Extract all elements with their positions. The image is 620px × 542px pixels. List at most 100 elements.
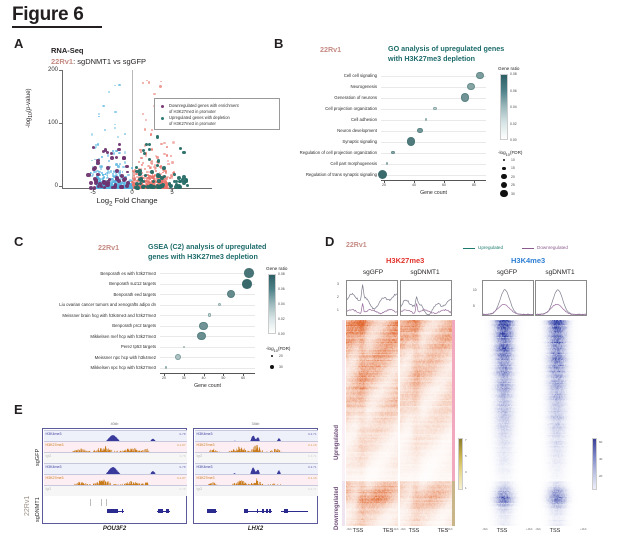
track-label: H3K27me3 xyxy=(45,442,64,447)
volcano-point xyxy=(96,143,100,146)
gene-intron xyxy=(207,511,218,512)
track-scale: 0-78 xyxy=(179,453,186,458)
volcano-point xyxy=(109,186,112,189)
heatmap-colorbar-left xyxy=(458,438,463,490)
browser-track: IgG 0-3.71 xyxy=(195,485,318,496)
volcano-point xyxy=(105,174,108,177)
bubble-row-gridline xyxy=(381,119,486,121)
volcano-point xyxy=(109,155,114,160)
track-scale: 0-1.87 xyxy=(176,475,186,480)
bubble-x-axis xyxy=(160,373,255,374)
volcano-point xyxy=(106,166,111,171)
browser-panel-lhx2[interactable]: H3K4me3 0-3.71 H3K27me3 0-1.16 IgG 0-3.71 H3K4… xyxy=(193,428,318,524)
panel-e-coord-left: 40kb xyxy=(110,422,119,426)
volcano-point xyxy=(146,178,149,181)
volcano-point xyxy=(123,186,126,189)
bubble-xtick-mark xyxy=(223,373,225,376)
volcano-point xyxy=(118,183,121,185)
volcano-point xyxy=(93,180,98,185)
volcano-point xyxy=(91,173,94,176)
volcano-point xyxy=(99,184,103,188)
volcano-point xyxy=(101,164,104,167)
volcano-point xyxy=(138,172,141,176)
volcano-point xyxy=(102,180,107,185)
row-group-strip-down xyxy=(342,480,345,526)
fdr-legend-label: 20 xyxy=(511,174,515,179)
volcano-point xyxy=(143,128,146,131)
signal-heatmap xyxy=(535,320,587,526)
ytick-mark-100 xyxy=(59,123,62,124)
volcano-point xyxy=(156,163,160,167)
bubble-category-label: Cell cell signaling xyxy=(343,72,377,78)
volcano-point xyxy=(135,185,140,190)
volcano-point xyxy=(140,184,143,187)
volcano-point xyxy=(172,141,175,144)
panel-e-group-sggfp: sgGFP xyxy=(35,448,41,466)
panel-d-legend-down: Downregulated xyxy=(537,245,568,250)
fdr-legend-label: 25 xyxy=(511,183,515,188)
gene-ratio-tick: 0.02 xyxy=(278,317,285,321)
volcano-point xyxy=(145,179,147,182)
volcano-point xyxy=(106,151,110,155)
volcano-point xyxy=(96,158,100,162)
profile-ytick-left: 3 xyxy=(337,282,339,286)
volcano-point xyxy=(147,81,150,84)
signal-heatmap xyxy=(400,320,452,526)
volcano-point xyxy=(146,185,151,190)
panel-c-cell-line: 22Rv1 xyxy=(98,243,120,252)
volcano-point xyxy=(178,185,183,190)
track-scale: 0-78 xyxy=(179,431,186,436)
volcano-point xyxy=(98,173,101,176)
volcano-point xyxy=(98,179,102,182)
volcano-point xyxy=(180,178,185,182)
bubble-xtick-label: 60 xyxy=(442,183,446,187)
volcano-point xyxy=(136,176,138,178)
volcano-point xyxy=(142,149,146,153)
volcano-point xyxy=(184,179,189,183)
volcano-point xyxy=(118,152,121,155)
volcano-point xyxy=(161,185,165,189)
track-scale: 0-78 xyxy=(179,486,186,491)
bubble-row-gridline xyxy=(160,336,255,337)
volcano-point xyxy=(166,175,169,179)
volcano-point xyxy=(141,81,144,85)
volcano-point xyxy=(150,161,153,164)
colorbar-tick-right: 60 xyxy=(599,440,603,444)
volcano-point xyxy=(101,177,104,181)
panel-letter-a: A xyxy=(14,36,24,51)
panel-d-mark-h3k27me3: H3K27me3 xyxy=(386,256,425,265)
volcano-point xyxy=(169,154,172,157)
legend-down-line1: Downregulated genes with enrichment xyxy=(169,103,239,108)
panel-d-sample-4: sgDNMT1 xyxy=(545,269,575,276)
volcano-point xyxy=(160,179,163,182)
bubble-category-label: Regulation of trans synaptic signaling xyxy=(305,171,377,177)
panel-e-group-sgdnmt1: sgDNMT1 xyxy=(35,497,41,522)
panel-letter-e: E xyxy=(14,402,23,417)
bubble-xtick-mark xyxy=(414,180,415,183)
bubble-data-point xyxy=(217,303,221,307)
bubble-row-gridline xyxy=(381,75,486,77)
browser-panel-pou3f2[interactable]: H3K4me3 0-78 H3K27me3 0-1.87 IgG 0-78 H3K4me3 0… xyxy=(42,428,187,524)
gene-intron xyxy=(244,511,273,512)
volcano-point xyxy=(112,152,116,155)
fdr-legend-label: 20 xyxy=(279,354,283,358)
panel-a-ytick-200: 200 xyxy=(47,67,58,73)
track-scale: 0-78 xyxy=(179,464,186,469)
panel-letter-d: D xyxy=(325,234,335,249)
volcano-point xyxy=(159,185,163,189)
volcano-point xyxy=(144,185,148,189)
volcano-point xyxy=(163,152,166,155)
bubble-xtick-label: 50 xyxy=(221,376,226,380)
bubble-row-gridline xyxy=(381,86,486,88)
volcano-point xyxy=(146,79,148,82)
volcano-point xyxy=(123,161,127,164)
volcano-point xyxy=(174,180,178,184)
volcano-point xyxy=(133,171,136,174)
volcano-point xyxy=(138,148,142,152)
volcano-point xyxy=(146,181,149,184)
volcano-point xyxy=(149,184,154,189)
panel-c-title: GSEA (C2) analysis of upregulated genes … xyxy=(148,242,266,262)
panel-d-mark-h3k4me3: H3K4me3 xyxy=(511,256,546,265)
panel-b-plot-area: Cell cell signaling Neurogenesis Generatio… xyxy=(300,70,486,187)
fdr-legend-dot xyxy=(502,158,506,162)
